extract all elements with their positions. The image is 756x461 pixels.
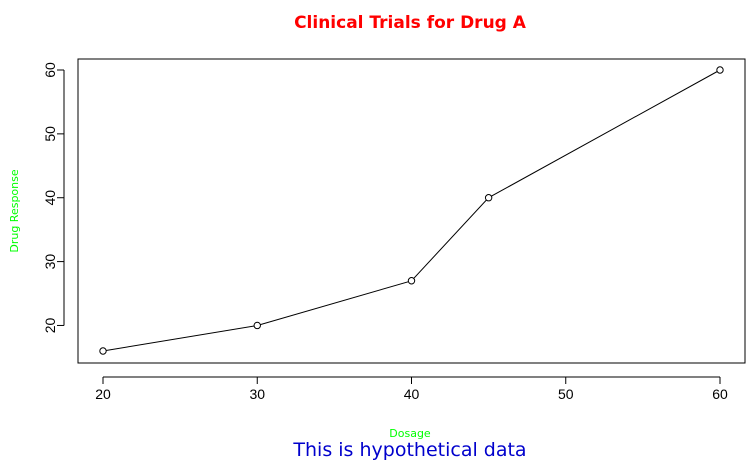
x-tick-label: 20: [95, 386, 111, 402]
data-points: [99, 66, 724, 355]
data-point: [484, 194, 493, 202]
series-line: [102, 69, 721, 352]
x-axis-label: Dosage: [389, 427, 431, 440]
x-axis: 20 30 40 50 60: [95, 376, 728, 402]
y-tick-label: 30: [42, 254, 58, 270]
y-tick-label: 50: [42, 126, 58, 142]
x-tick-label: 30: [249, 386, 265, 402]
y-axis-label: Drug Response: [8, 169, 21, 253]
chart-title: Clinical Trials for Drug A: [294, 13, 527, 33]
x-tick-label: 60: [712, 386, 728, 402]
x-tick-label: 40: [404, 386, 420, 402]
chart-subtitle: This is hypothetical data: [292, 439, 526, 461]
data-point: [253, 321, 261, 330]
y-tick-label: 20: [42, 317, 58, 333]
data-point: [716, 66, 724, 74]
y-tick-label: 40: [42, 190, 58, 206]
data-point: [407, 277, 416, 285]
x-tick-label: 50: [558, 386, 574, 402]
plot-frame: [77, 58, 746, 364]
y-axis: 20 30 40 50 60: [42, 62, 65, 333]
data-point: [99, 347, 107, 355]
y-tick-label: 60: [42, 62, 58, 78]
